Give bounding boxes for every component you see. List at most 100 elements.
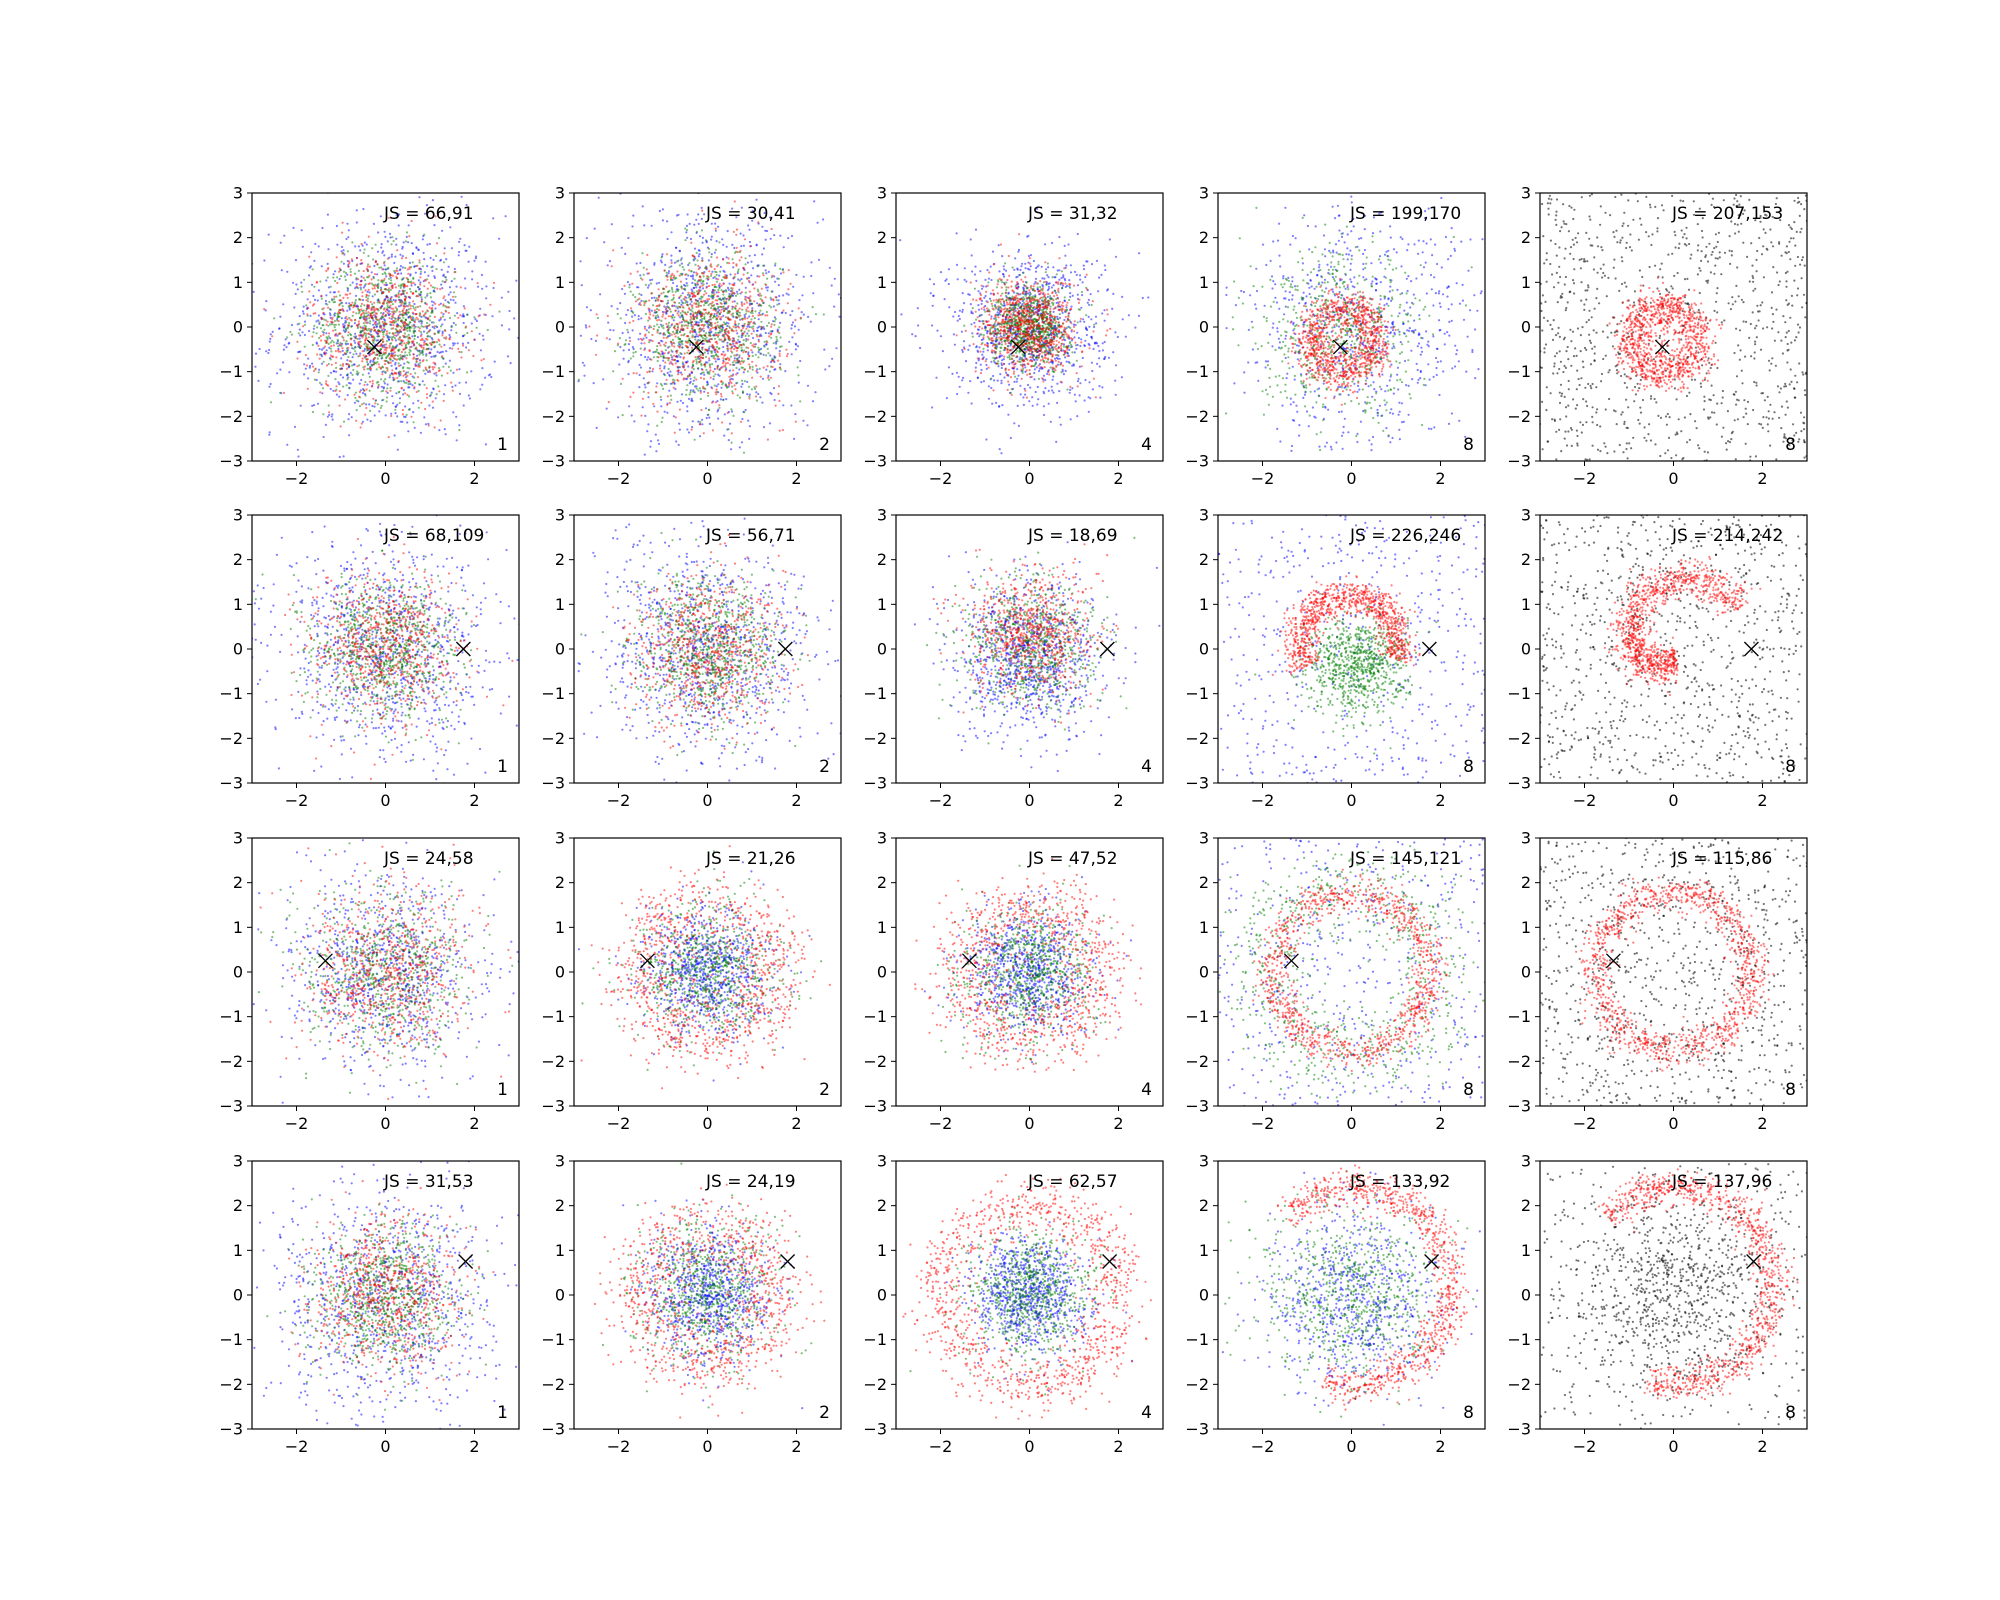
scatter-point xyxy=(313,285,316,288)
scatter-point xyxy=(699,339,702,342)
scatter-point xyxy=(331,299,334,302)
scatter-point xyxy=(724,362,728,365)
scatter-point xyxy=(395,334,398,337)
scatter-point xyxy=(634,300,638,303)
scatter-point xyxy=(357,307,360,310)
scatter-point xyxy=(599,293,602,296)
scatter-point xyxy=(689,389,692,392)
scatter-point xyxy=(312,294,315,298)
scatter-point xyxy=(366,383,369,386)
scatter-point xyxy=(716,265,719,268)
scatter-point xyxy=(361,333,364,336)
scatter-point xyxy=(689,330,692,333)
scatter-point xyxy=(462,344,465,347)
scatter-point xyxy=(717,291,720,294)
scatter-point xyxy=(366,418,369,421)
scatter-point xyxy=(345,329,348,333)
scatter-point xyxy=(422,314,425,317)
scatter-point xyxy=(421,310,424,313)
scatter-point xyxy=(365,294,368,297)
scatter-point xyxy=(690,428,693,431)
scatter-point xyxy=(385,343,388,346)
scatter-point xyxy=(346,342,349,345)
scatter-point xyxy=(438,339,441,342)
scatter-point xyxy=(697,420,700,423)
scatter-point xyxy=(394,306,397,309)
scatter-point xyxy=(426,332,429,335)
scatter-point xyxy=(695,333,698,336)
scatter-point xyxy=(420,325,423,328)
scatter-point xyxy=(775,347,778,350)
scatter-point xyxy=(367,372,370,375)
scatter-point xyxy=(394,300,397,303)
scatter-point xyxy=(442,297,445,300)
scatter-point xyxy=(319,335,322,338)
scatter-point xyxy=(700,300,703,303)
scatter-point xyxy=(731,337,735,340)
scatter-point xyxy=(265,300,268,303)
scatter-point xyxy=(668,345,671,348)
scatter-point xyxy=(668,389,671,392)
scatter-point xyxy=(781,311,784,314)
scatter-point xyxy=(744,350,748,353)
scatter-point xyxy=(667,299,670,302)
scatter-point xyxy=(758,311,761,315)
scatter-point xyxy=(700,206,703,209)
scatter-point xyxy=(809,320,812,323)
scatter-point xyxy=(405,309,408,312)
scatter-point xyxy=(726,341,729,344)
scatter-point xyxy=(659,382,663,386)
scatter-point xyxy=(368,265,371,268)
scatter-point xyxy=(355,399,358,402)
scatter-point xyxy=(763,340,766,343)
scatter-point xyxy=(701,287,705,290)
scatter-point xyxy=(408,386,411,389)
scatter-point xyxy=(413,382,417,385)
scatter-point xyxy=(324,423,327,426)
scatter-point xyxy=(609,328,612,332)
scatter-point xyxy=(726,345,729,348)
scatter-point xyxy=(757,350,760,354)
scatter-point xyxy=(681,365,684,368)
scatter-point xyxy=(740,329,743,332)
scatter-point xyxy=(718,286,721,290)
scatter-point xyxy=(681,361,684,364)
scatter-point xyxy=(652,327,655,331)
scatter-point xyxy=(689,313,692,316)
scatter-point xyxy=(412,367,415,371)
scatter-point xyxy=(648,339,651,342)
scatter-point xyxy=(331,318,334,321)
scatter-point xyxy=(797,307,800,310)
scatter-point xyxy=(312,331,315,334)
scatter-point xyxy=(672,276,675,279)
scatter-point xyxy=(830,284,833,287)
scatter-point xyxy=(684,239,687,242)
scatter-point xyxy=(727,322,730,325)
scatter-point xyxy=(438,343,441,346)
scatter-point xyxy=(405,378,408,382)
scatter-point xyxy=(473,338,476,341)
scatter-point xyxy=(268,340,271,343)
scatter-point xyxy=(398,299,401,302)
scatter-point xyxy=(432,301,435,304)
scatter-point xyxy=(403,332,406,335)
scatter-point xyxy=(322,435,325,439)
scatter-point xyxy=(454,301,457,304)
scatter-point xyxy=(385,340,389,343)
scatter-point xyxy=(640,317,643,320)
scatter-point xyxy=(766,365,769,368)
scatter-point xyxy=(371,335,374,338)
scatter-point xyxy=(400,272,403,275)
scatter-point xyxy=(662,324,665,327)
scatter-point xyxy=(695,362,698,365)
scatter-point xyxy=(717,417,720,420)
scatter-point xyxy=(580,284,583,287)
scatter-point xyxy=(659,344,662,347)
scatter-point xyxy=(395,358,398,361)
scatter-point xyxy=(724,322,728,326)
scatter-point xyxy=(380,311,383,315)
scatter-point xyxy=(400,320,403,323)
scatter-point xyxy=(740,206,743,209)
scatter-point xyxy=(301,331,304,334)
scatter-point xyxy=(417,248,420,251)
